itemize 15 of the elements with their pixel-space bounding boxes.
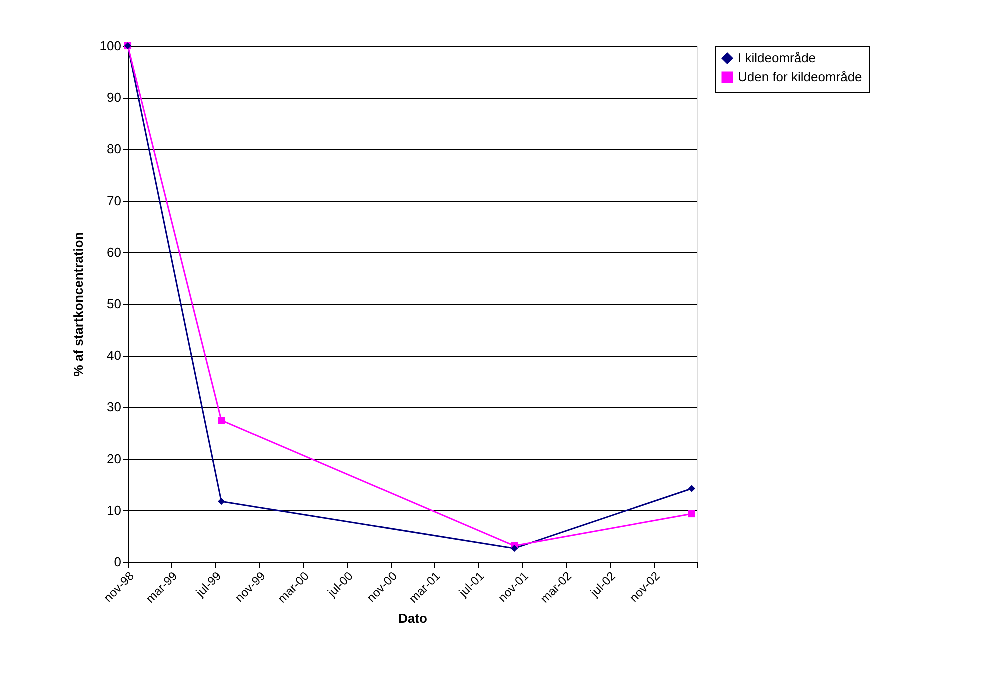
legend-label: I kildeområde (738, 50, 816, 66)
y-tick-label: 100 (100, 38, 122, 54)
y-axis-title: % af startkoncentration (70, 232, 86, 377)
y-tick-label: 10 (107, 502, 122, 518)
y-tick-label: 80 (107, 142, 122, 157)
y-tick-label: 70 (107, 193, 122, 208)
y-tick-label: 40 (107, 348, 122, 364)
y-tick-label: 90 (107, 90, 122, 106)
y-tick-label: 50 (107, 296, 122, 312)
x-axis-title: Dato (398, 611, 428, 626)
legend-label: Uden for kildeområde (738, 70, 862, 84)
y-tick-label: 20 (107, 451, 122, 466)
y-tick-label: 0 (114, 554, 122, 570)
y-tick-label: 60 (107, 244, 122, 260)
y-tick-label: 30 (107, 400, 122, 415)
